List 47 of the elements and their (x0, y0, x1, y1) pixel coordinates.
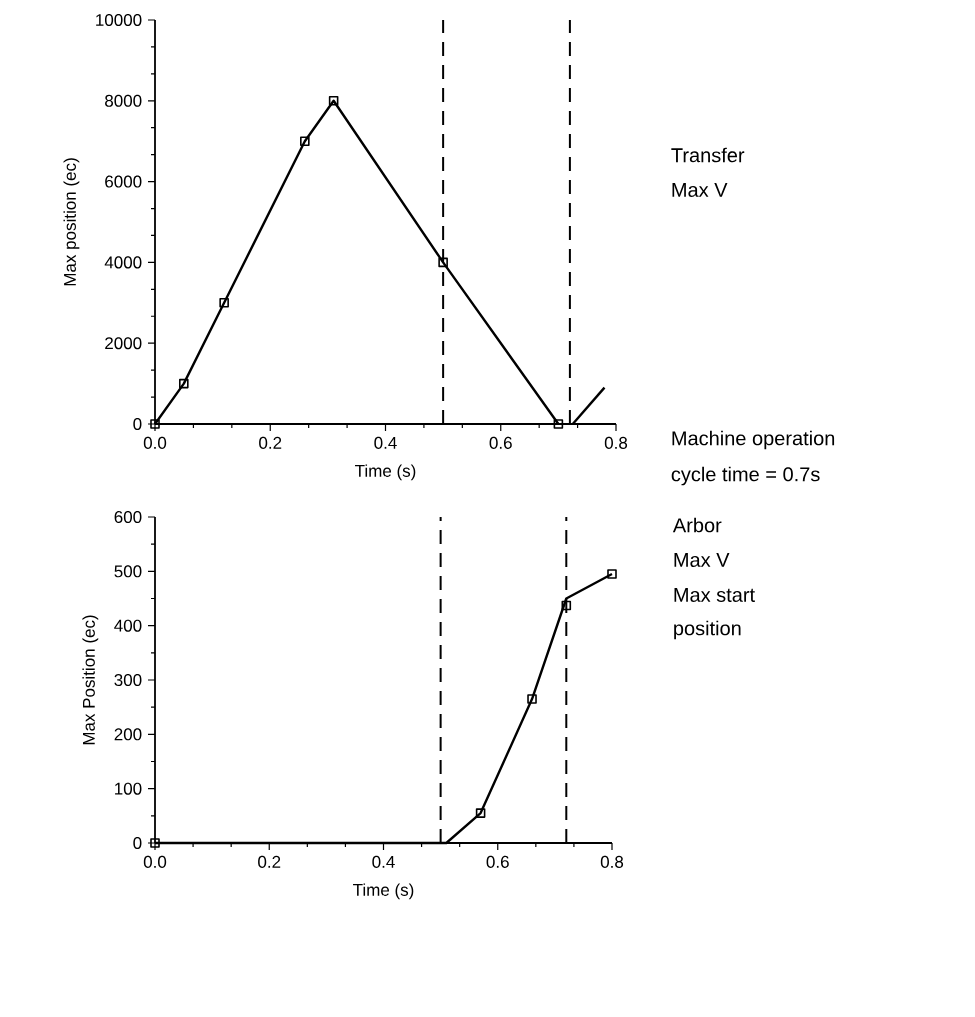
point (300, 136, 310, 146)
point (438, 257, 448, 268)
text: Arbor (672, 517, 722, 533)
point (150, 838, 160, 848)
text: Max V (674, 553, 730, 567)
y-axis-title: Max Position (ec) (82, 615, 99, 745)
text: Transfer (671, 147, 745, 163)
point (475, 808, 486, 818)
text: Machine operation (672, 430, 835, 450)
x-tick-label: 0.2 (259, 436, 282, 449)
x-tick-label: 0.0 (143, 436, 167, 449)
y-tick-label: 8000 (105, 94, 142, 107)
point (527, 694, 537, 704)
y-tick-label: 300 (114, 673, 142, 687)
y-tick-label: 600 (114, 510, 142, 524)
y-tick-label: 0 (133, 417, 142, 431)
y-tick-label: 100 (115, 782, 142, 795)
point (219, 297, 229, 308)
x-tick-label: 0.8 (600, 855, 624, 868)
text: Max V (672, 183, 728, 197)
y-tick-label: 400 (114, 619, 142, 632)
point (150, 419, 160, 429)
point (179, 378, 189, 389)
y-tick-label: 10000 (96, 13, 142, 27)
text: position (674, 620, 741, 640)
x-axis-title: Time (s) (353, 883, 414, 900)
point (561, 600, 572, 611)
y-tick-label: 6000 (105, 175, 142, 188)
text: cycle time = 0.7s (671, 466, 820, 486)
y-tick-label: 4000 (104, 256, 142, 269)
x-tick-label: 0.6 (486, 855, 509, 868)
x-tick-label: 0.4 (374, 436, 397, 449)
x-tick-label: 0.6 (489, 436, 512, 449)
x-axis-title: Time (s) (355, 464, 416, 481)
x-tick-label: 0.2 (258, 855, 281, 868)
y-tick-label: 2000 (105, 337, 142, 350)
point (607, 569, 617, 579)
y-tick-label: 500 (114, 565, 142, 578)
y-tick-label: 0 (133, 836, 142, 850)
x-tick-label: 0.8 (604, 436, 628, 449)
point (328, 95, 339, 106)
y-tick-label: 200 (114, 728, 142, 741)
point (553, 419, 564, 429)
y-axis-title: Max position (ec) (63, 158, 80, 286)
x-tick-label: 0.4 (372, 855, 395, 868)
x-tick-label: 0.0 (143, 855, 167, 868)
text: Max start (674, 588, 755, 602)
